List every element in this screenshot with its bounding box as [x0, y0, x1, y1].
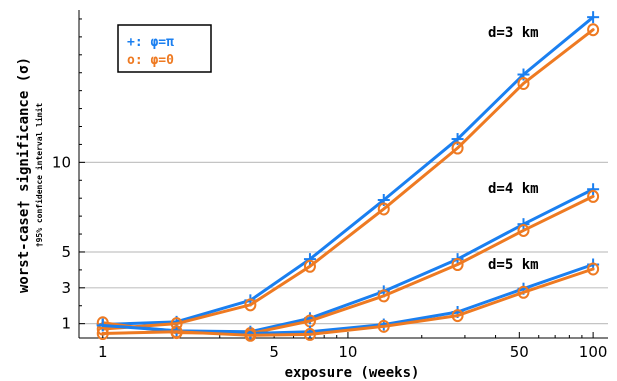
series-0-point-3: [303, 253, 316, 266]
series-5-point-7: [587, 262, 600, 276]
series-1-point-6: [517, 76, 530, 90]
series-1-point-3: [303, 259, 316, 273]
y-tick-label-5: 5: [61, 243, 71, 261]
x-tick-label-100: 100: [579, 343, 608, 361]
legend-entry-phi-0: o: φ=0: [127, 53, 174, 68]
annotation-d5: d=5 km: [488, 257, 539, 273]
series-5-point-1: [170, 325, 183, 339]
series-5-point-3: [303, 327, 316, 341]
y-tick-label-3: 3: [61, 279, 71, 297]
x-tick-label-1: 1: [98, 343, 108, 361]
legend: +: φ=π o: φ=0: [117, 24, 212, 73]
series-1-point-7: [587, 23, 600, 37]
series-5-line: [101, 267, 595, 337]
series-3-point-5: [451, 258, 464, 272]
annotation-d4: d=4 km: [488, 181, 539, 197]
series-3-point-6: [517, 223, 530, 237]
series-0-line: [101, 15, 595, 327]
y-tick-label-10: 10: [52, 153, 71, 171]
series-5-point-4: [377, 319, 390, 333]
series-5: [96, 262, 600, 342]
series-4-point-0: [96, 319, 109, 332]
y-tick-label-1: 1: [61, 315, 71, 333]
y-axis-title: worst-case† significance (σ): [16, 57, 32, 293]
annotation-d3: d=3 km: [488, 25, 539, 41]
series-1-point-2: [244, 298, 257, 312]
series-1-line: [101, 28, 595, 331]
legend-entry-phi-pi: +: φ=π: [127, 35, 174, 50]
series-3-point-4: [377, 289, 390, 303]
series-5-point-5: [451, 309, 464, 323]
x-tick-label-10: 10: [338, 343, 357, 361]
series-2-point-7: [587, 183, 600, 196]
series-1-point-4: [377, 202, 390, 216]
x-tick-label-5: 5: [269, 343, 279, 361]
series-1-point-5: [451, 141, 464, 155]
series-5-point-2: [244, 328, 257, 342]
series-5-point-6: [517, 285, 530, 299]
series-3-point-7: [587, 189, 600, 203]
series-0-point-7: [587, 11, 600, 24]
axes: [78, 10, 608, 339]
x-tick-label-50: 50: [510, 343, 529, 361]
y-axis-footnote: †95% confidence interval limit: [34, 103, 44, 248]
series-5-point-0: [96, 327, 109, 341]
series-layer: [96, 11, 600, 342]
legend-box: [117, 24, 212, 73]
x-axis-title: exposure (weeks): [285, 365, 420, 381]
